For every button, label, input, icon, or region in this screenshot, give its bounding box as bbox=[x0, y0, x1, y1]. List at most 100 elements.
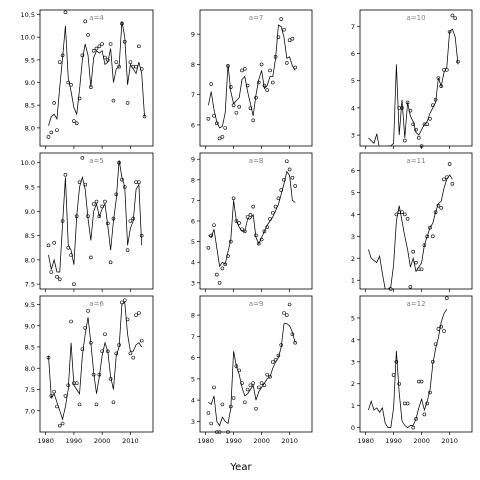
data-point bbox=[106, 221, 110, 226]
data-point bbox=[284, 159, 289, 164]
y-tick-label: 8.5 bbox=[25, 344, 35, 352]
data-point bbox=[72, 282, 76, 286]
panel-label: a=5 bbox=[89, 157, 104, 165]
panel-label: a=9 bbox=[249, 300, 264, 308]
data-point bbox=[276, 196, 281, 201]
data-point bbox=[63, 10, 68, 15]
data-point bbox=[436, 76, 441, 80]
data-point bbox=[46, 135, 51, 139]
data-point bbox=[276, 35, 281, 40]
data-point bbox=[206, 117, 211, 121]
y-tick-label: 8.0 bbox=[25, 256, 35, 264]
data-point bbox=[439, 84, 444, 88]
y-tick-label: 8.0 bbox=[25, 124, 35, 132]
data-point bbox=[86, 214, 90, 218]
x-tick-label: 1990 bbox=[385, 437, 402, 445]
data-point bbox=[220, 266, 225, 271]
data-point bbox=[97, 214, 102, 218]
data-point bbox=[77, 180, 82, 184]
y-tick-label: 7.0 bbox=[25, 407, 35, 415]
data-point bbox=[237, 221, 241, 225]
data-point bbox=[254, 406, 258, 411]
data-point bbox=[422, 412, 427, 417]
data-point bbox=[108, 377, 113, 381]
y-tick-label: 5 bbox=[191, 375, 195, 383]
data-point bbox=[131, 216, 136, 221]
y-tick-label: 9.0 bbox=[25, 79, 35, 87]
data-point bbox=[128, 351, 133, 356]
data-point bbox=[397, 381, 402, 386]
data-point bbox=[414, 260, 418, 265]
panel-frame bbox=[359, 295, 473, 433]
data-point bbox=[259, 237, 264, 242]
data-point bbox=[80, 156, 85, 160]
data-point bbox=[414, 417, 418, 421]
data-point bbox=[220, 135, 225, 139]
data-point bbox=[55, 275, 59, 279]
panel-2: 6 7 8 9 a=7 bbox=[191, 9, 313, 149]
data-point bbox=[111, 400, 116, 405]
fitted-line bbox=[368, 28, 459, 146]
data-point bbox=[293, 340, 298, 345]
y-tick-label: 9.0 bbox=[25, 322, 35, 330]
data-point bbox=[83, 182, 87, 187]
data-point bbox=[430, 234, 435, 239]
fitted-line bbox=[48, 160, 143, 273]
data-point bbox=[100, 349, 104, 354]
data-point bbox=[256, 385, 261, 390]
data-point bbox=[444, 175, 449, 179]
data-point bbox=[217, 281, 222, 285]
data-point bbox=[97, 372, 102, 377]
data-point bbox=[234, 110, 239, 115]
x-axis-label: Year bbox=[229, 462, 252, 473]
data-point bbox=[251, 381, 255, 385]
data-point bbox=[91, 48, 96, 53]
data-point bbox=[273, 55, 278, 59]
data-point bbox=[120, 21, 124, 26]
data-point bbox=[212, 113, 216, 118]
y-tick-label: 5 bbox=[351, 189, 355, 197]
panel-grid: 8.0 8.5 9.0 9.5 10.0 10.5 a=4 6 7 8 9 a=7 3 4 5 6 7 a=10 7… bbox=[21, 9, 473, 445]
data-point bbox=[60, 219, 65, 223]
data-point bbox=[46, 355, 51, 360]
data-point bbox=[77, 402, 82, 407]
x-tick-label: 2010 bbox=[122, 437, 139, 445]
panel-5: 3 4 5 6 7 8 9 a=8 bbox=[191, 152, 313, 292]
data-point bbox=[91, 372, 96, 377]
data-point bbox=[248, 213, 253, 217]
data-point bbox=[52, 101, 56, 105]
data-point bbox=[444, 296, 449, 300]
y-tick-label: 9.5 bbox=[25, 301, 35, 309]
y-tick-label: 4 bbox=[191, 259, 195, 267]
y-tick-label: 0 bbox=[351, 424, 355, 432]
data-point bbox=[57, 60, 62, 64]
data-point bbox=[243, 67, 247, 71]
data-point bbox=[425, 122, 430, 127]
y-tick-label: 2 bbox=[351, 255, 355, 263]
data-point bbox=[86, 309, 90, 313]
x-tick-label: 1980 bbox=[357, 437, 374, 445]
data-point bbox=[117, 64, 121, 69]
data-point bbox=[450, 13, 455, 18]
data-point bbox=[279, 17, 284, 21]
data-point bbox=[134, 313, 138, 317]
data-point bbox=[209, 82, 213, 86]
y-tick-label: 8 bbox=[191, 312, 195, 320]
panel-label: a=12 bbox=[406, 300, 425, 308]
data-point bbox=[66, 80, 71, 85]
data-point bbox=[103, 332, 107, 337]
x-tick-label: 2000 bbox=[253, 437, 270, 445]
data-point bbox=[408, 285, 413, 289]
data-point bbox=[439, 206, 444, 210]
panel-label: a=4 bbox=[89, 14, 104, 22]
data-point bbox=[428, 225, 432, 230]
data-point bbox=[251, 204, 255, 209]
data-point bbox=[282, 311, 286, 315]
panel-label: a=7 bbox=[249, 14, 264, 22]
data-point bbox=[405, 100, 410, 105]
data-point bbox=[394, 360, 399, 364]
data-point bbox=[262, 383, 267, 388]
data-point bbox=[444, 68, 449, 72]
x-tick-label: 1980 bbox=[197, 437, 214, 445]
y-tick-label: 8.0 bbox=[25, 365, 35, 373]
